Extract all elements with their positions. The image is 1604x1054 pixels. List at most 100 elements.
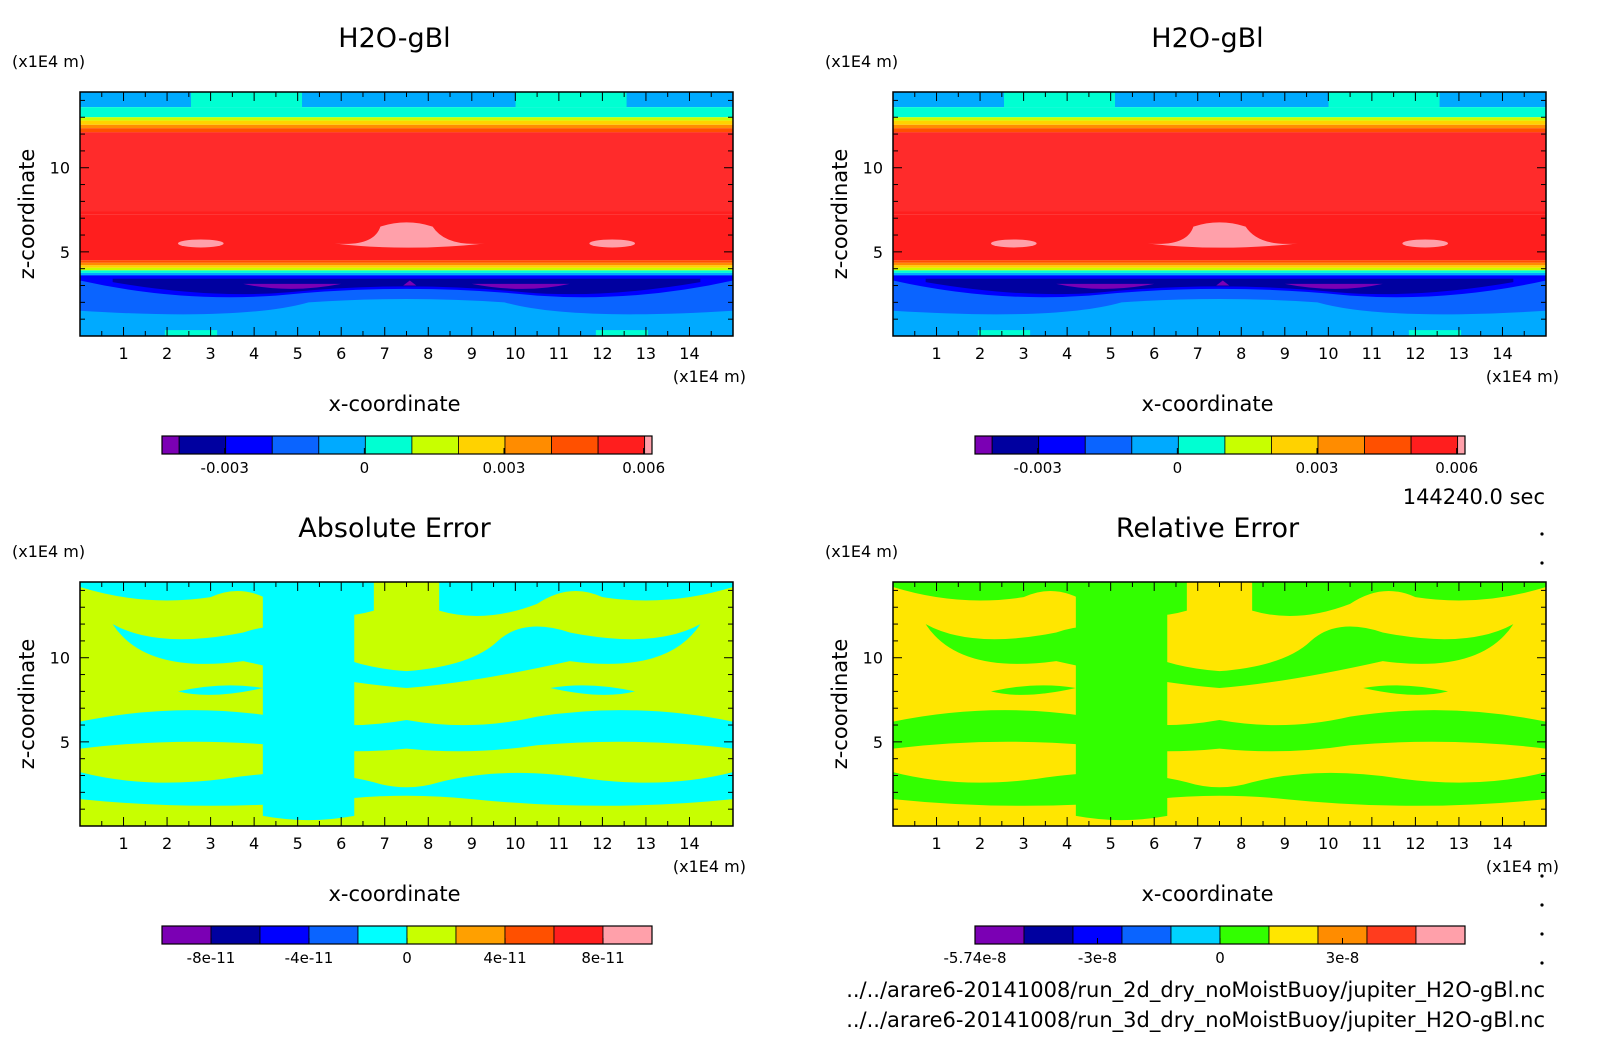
colorbar-tick-label: 0.006	[1435, 459, 1478, 477]
x-tick-label: 6	[1149, 344, 1159, 363]
chart-title: Relative Error	[1116, 513, 1300, 544]
x-tick-label: 14	[679, 834, 699, 853]
colorbar-tick-label: 4e-11	[483, 949, 526, 967]
x-tick-label: 8	[1236, 344, 1246, 363]
x-tick-label: 14	[1492, 834, 1512, 853]
colorbar-swatch	[318, 435, 366, 455]
colorbar-swatch	[1317, 435, 1365, 455]
colorbar-swatch	[308, 925, 359, 945]
chart-title: H2O-gBl	[338, 23, 450, 54]
colorbar-swatch	[178, 435, 227, 455]
colorbar-swatch	[161, 435, 180, 455]
x-tick-label: 14	[679, 344, 699, 363]
x-tick-label: 3	[1019, 834, 1029, 853]
colorbar-swatch	[1121, 925, 1172, 945]
colorbar-tick-label: 0.006	[622, 459, 665, 477]
colorbar-swatch	[553, 925, 604, 945]
colorbar-swatch	[644, 435, 653, 455]
chart-title: Absolute Error	[298, 513, 491, 544]
x-tick-label: 5	[293, 344, 303, 363]
colorbar-swatch	[504, 925, 555, 945]
x-unit-label: (x1E4 m)	[1486, 857, 1559, 876]
colorbar-tick-label: 0.003	[483, 459, 526, 477]
x-tick-label: 5	[1106, 344, 1116, 363]
x-tick-label: 8	[423, 834, 433, 853]
colorbar-swatch	[1366, 925, 1417, 945]
colorbar-swatch	[210, 925, 261, 945]
heatmap-field	[893, 582, 1546, 826]
colorbar-swatch	[1271, 435, 1319, 455]
x-tick-label: 6	[336, 344, 346, 363]
colorbar-swatch	[271, 435, 320, 455]
heatmap-field	[80, 92, 733, 336]
y-unit-label: (x1E4 m)	[825, 52, 898, 71]
colorbar-tick-label: 0	[1173, 459, 1183, 477]
y-tick-label: 10	[863, 649, 883, 668]
chart-panel-3: Absolute Error(x1E4 m)1 2 3 4 5 6 7 8 9 10 11 12 13 1…	[12, 513, 746, 967]
colorbar-swatch	[455, 925, 506, 945]
x-tick-label: 12	[1405, 834, 1425, 853]
x-tick-label: 5	[1106, 834, 1116, 853]
chart-title: H2O-gBl	[1151, 23, 1263, 54]
colorbar-swatch	[1364, 435, 1412, 455]
x-tick-label: 11	[1362, 834, 1382, 853]
footer-dots	[1540, 532, 1544, 965]
colorbar-tick-label: -5.74e-8	[944, 949, 1007, 967]
colorbar-swatch	[1038, 435, 1086, 455]
x-tick-label: 2	[162, 344, 172, 363]
y-axis-label: z-coordinate	[15, 639, 39, 770]
colorbar: -0.003 0 0.003 0.006	[161, 435, 665, 477]
colorbar-swatch	[974, 435, 993, 455]
colorbar-swatch	[357, 925, 408, 945]
x-tick-label: 13	[1449, 344, 1469, 363]
x-axis-label: x-coordinate	[1141, 882, 1273, 906]
y-tick-label: 5	[60, 733, 70, 752]
colorbar-swatch	[1410, 435, 1459, 455]
colorbar-tick-label: -4e-11	[285, 949, 334, 967]
colorbar-swatch	[1219, 925, 1270, 945]
y-tick-label: 5	[873, 243, 883, 262]
x-tick-label: 7	[1193, 834, 1203, 853]
x-tick-label: 11	[549, 834, 569, 853]
heatmap-field	[80, 582, 733, 826]
colorbar-swatch	[411, 435, 459, 455]
x-tick-label: 7	[1193, 344, 1203, 363]
x-tick-label: 10	[505, 834, 525, 853]
footer-file-1: ../../arare6-20141008/run_2d_dry_noMoist…	[846, 978, 1545, 1003]
x-tick-label: 8	[423, 344, 433, 363]
x-tick-label: 9	[1280, 344, 1290, 363]
y-tick-label: 5	[60, 243, 70, 262]
x-tick-label: 7	[380, 344, 390, 363]
colorbar-swatch	[161, 925, 212, 945]
colorbar-swatch	[1084, 435, 1133, 455]
x-tick-label: 2	[975, 344, 985, 363]
x-tick-label: 2	[162, 834, 172, 853]
colorbar-swatch	[458, 435, 506, 455]
y-unit-label: (x1E4 m)	[825, 542, 898, 561]
x-axis-label: x-coordinate	[1141, 392, 1273, 416]
colorbar-tick-label: 0.003	[1296, 459, 1339, 477]
heatmap-field	[893, 92, 1546, 336]
colorbar-swatch	[364, 435, 413, 455]
colorbar-swatch	[551, 435, 599, 455]
colorbar-swatch	[991, 435, 1040, 455]
y-unit-label: (x1E4 m)	[12, 542, 85, 561]
x-tick-label: 13	[1449, 834, 1469, 853]
x-unit-label: (x1E4 m)	[673, 857, 746, 876]
x-tick-label: 11	[1362, 344, 1382, 363]
x-tick-label: 10	[1318, 344, 1338, 363]
chart-panel-1: H2O-gBl(x1E4 m)1 2 3 4 5 6 7 8 9 10 11 12 13 14510(x1…	[12, 23, 746, 477]
colorbar-tick-label: -0.003	[201, 459, 249, 477]
colorbar-swatch	[1268, 925, 1319, 945]
x-tick-label: 4	[249, 834, 259, 853]
colorbar-tick-label: 3e-8	[1326, 949, 1360, 967]
x-axis-label: x-coordinate	[328, 392, 460, 416]
colorbar-swatch	[1415, 925, 1466, 945]
x-axis-label: x-coordinate	[328, 882, 460, 906]
colorbar: -0.003 0 0.003 0.006	[974, 435, 1478, 477]
colorbar-swatch	[225, 435, 273, 455]
x-tick-label: 9	[467, 834, 477, 853]
x-tick-label: 8	[1236, 834, 1246, 853]
time-label: 144240.0 sec	[1403, 485, 1545, 509]
x-tick-label: 13	[636, 834, 656, 853]
